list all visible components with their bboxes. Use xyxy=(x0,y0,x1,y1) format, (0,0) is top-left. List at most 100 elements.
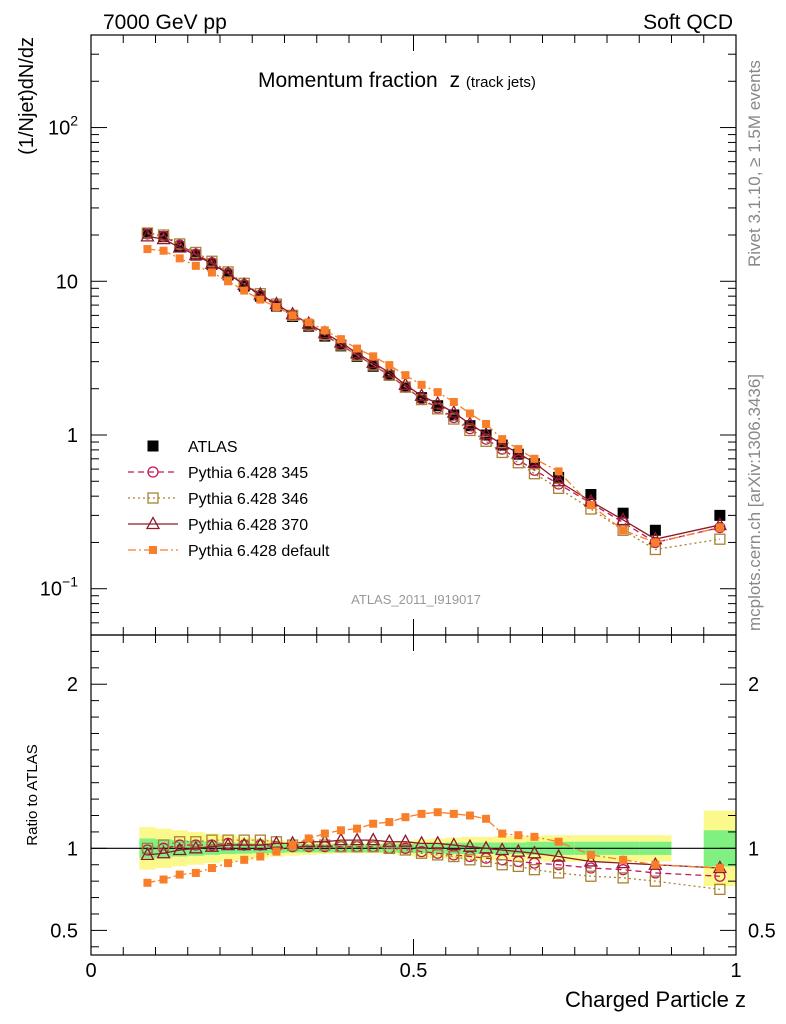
header-energy-label: 7000 GeV pp xyxy=(103,11,227,34)
ratio-plot-area xyxy=(91,808,736,896)
ratio-point-pdefault xyxy=(651,860,660,869)
ratio-point-pdefault xyxy=(586,850,595,859)
main-point-atlas xyxy=(238,280,250,292)
legend-marker-p345 xyxy=(147,466,159,478)
main-point-p370 xyxy=(462,416,478,430)
legend-label-p370: Pythia 6.428 370 xyxy=(188,517,308,534)
ratio-point-pdefault xyxy=(320,829,329,838)
ratio-point-p370 xyxy=(583,853,598,867)
legend-item-p370: Pythia 6.428 370 xyxy=(128,516,308,534)
ratio-point-p345 xyxy=(552,859,565,871)
main-point-pdefault xyxy=(465,409,474,418)
main-y-tick-label: 102 xyxy=(48,113,78,140)
ratio-point-pdefault xyxy=(143,878,152,887)
main-point-p346 xyxy=(174,238,186,250)
ratio-point-pdefault xyxy=(554,837,563,846)
ratio-point-pdefault xyxy=(191,868,200,877)
main-point-p370 xyxy=(188,247,203,261)
ratio-point-p370 xyxy=(414,835,429,849)
ratio-point-p346 xyxy=(552,867,565,879)
main-point-pdefault xyxy=(320,326,329,335)
source-reference-label: mcplots.cern.ch [arXiv:1306.3436] xyxy=(745,373,764,631)
ratio-point-p345 xyxy=(585,862,597,874)
ratio-point-p346 xyxy=(496,859,508,871)
legend: ATLAS Pythia 6.428 345 Pythia 6.428 346 Pyt… xyxy=(128,439,330,560)
ratio-y-tick-label-right: 1 xyxy=(748,838,759,860)
ratio-point-p345 xyxy=(617,864,629,876)
ratio-point-p346 xyxy=(174,836,186,848)
ratio-point-p370 xyxy=(511,843,526,857)
legend-label-p345: Pythia 6.428 345 xyxy=(188,465,308,482)
main-point-pdefault xyxy=(651,538,660,547)
main-point-atlas xyxy=(335,340,347,352)
main-plot-area xyxy=(140,227,727,556)
main-point-atlas xyxy=(319,330,331,342)
main-point-pdefault xyxy=(715,523,724,532)
ratio-y-tick-label-left: 1 xyxy=(67,838,78,860)
main-point-atlas xyxy=(158,231,170,243)
main-point-pdefault xyxy=(498,435,507,444)
ratio-point-p346 xyxy=(448,850,460,863)
plot-title-text: Momentum fraction xyxy=(258,69,438,92)
ratio-point-p370 xyxy=(172,842,187,856)
ratio-point-pdefault xyxy=(159,875,168,884)
legend-label-atlas: ATLAS xyxy=(188,439,238,456)
main-point-p346 xyxy=(480,435,492,447)
main-point-p346 xyxy=(141,227,154,239)
ratio-line-p346 xyxy=(147,839,720,891)
legend-marker-atlas xyxy=(147,440,159,452)
main-point-p370 xyxy=(430,395,445,409)
ratio-point-pdefault xyxy=(272,847,281,856)
ratio-point-p346 xyxy=(528,864,541,876)
main-point-p370 xyxy=(495,436,510,450)
main-point-pdefault xyxy=(159,246,168,255)
main-point-p370 xyxy=(551,473,566,487)
main-point-p370 xyxy=(172,239,187,253)
plot-title-variable: z xyxy=(450,69,461,92)
ratio-point-pdefault xyxy=(449,809,458,818)
main-point-pdefault xyxy=(417,380,426,389)
main-point-p346 xyxy=(157,229,170,241)
main-point-pdefault xyxy=(369,352,378,361)
main-point-p370 xyxy=(398,376,413,390)
ratio-point-p346 xyxy=(206,834,218,846)
ratio-point-pdefault xyxy=(224,859,233,868)
ratio-point-p346 xyxy=(585,870,597,882)
ratio-point-p370 xyxy=(462,838,478,852)
main-point-p346 xyxy=(286,309,299,322)
main-point-atlas xyxy=(222,269,234,281)
ratio-point-p346 xyxy=(351,841,363,853)
legend-marker-p346 xyxy=(147,492,159,504)
main-point-p346 xyxy=(552,482,565,494)
main-point-p370 xyxy=(446,404,461,418)
ratio-y-tick-label-right: 0.5 xyxy=(748,920,776,942)
ratio-point-p346 xyxy=(480,855,492,868)
ratio-point-pdefault xyxy=(256,852,265,861)
x-tick-label: 0 xyxy=(85,960,96,982)
ratio-point-p346 xyxy=(714,883,726,896)
ratio-point-pdefault xyxy=(207,864,216,873)
ratio-point-p346 xyxy=(141,842,154,854)
main-point-pdefault xyxy=(482,419,491,428)
ratio-point-pdefault xyxy=(240,855,249,864)
ratio-series-pdefault xyxy=(143,808,724,887)
ratio-point-p370 xyxy=(349,832,365,846)
main-point-pdefault xyxy=(256,295,265,304)
main-point-p370 xyxy=(478,426,494,440)
ratio-point-p346 xyxy=(432,849,444,861)
ratio-point-pdefault xyxy=(530,832,539,841)
main-point-pdefault xyxy=(401,371,410,380)
main-y-tick-label: 10 xyxy=(56,271,78,293)
ratio-point-pdefault xyxy=(401,813,410,822)
ratio-point-p370 xyxy=(366,832,381,846)
x-tick-label: 1 xyxy=(730,960,741,982)
legend-item-p346: Pythia 6.428 346 xyxy=(128,491,308,508)
main-panel: 10−1 1 10 102 Momentum fraction z (track je… xyxy=(16,34,737,636)
main-point-atlas xyxy=(528,458,540,470)
legend-marker-pdefault xyxy=(149,546,157,554)
main-point-p346 xyxy=(714,533,726,545)
main-point-p346 xyxy=(496,446,508,459)
main-point-atlas xyxy=(432,400,444,412)
main-point-p370 xyxy=(616,512,631,526)
